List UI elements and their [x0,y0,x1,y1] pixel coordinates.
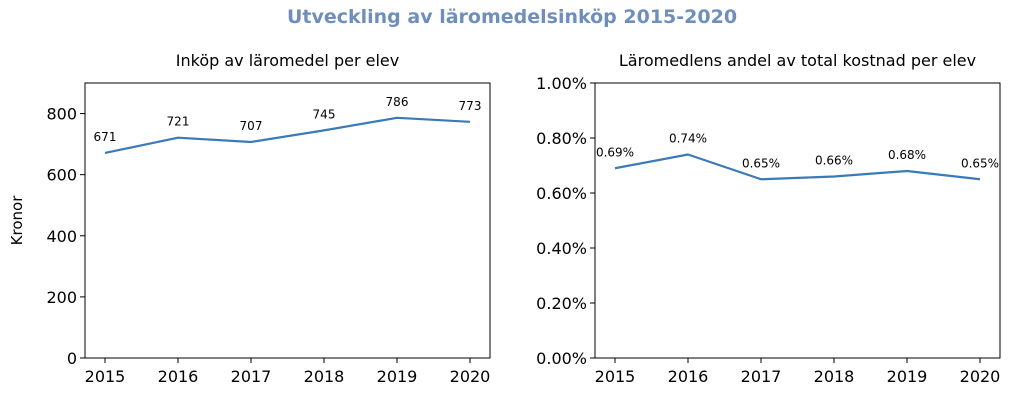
x-tick-label: 2016 [668,367,709,386]
data-label: 0.65% [742,156,780,170]
y-tick-label: 1.00% [536,74,587,93]
data-label: 745 [313,107,336,121]
series-line [104,116,471,155]
data-label: 773 [459,99,482,113]
y-tick-label: 0 [67,349,77,368]
plot-frame [84,82,491,359]
x-tick-label: 2020 [450,367,491,386]
y-tick-label: 200 [46,288,77,307]
y-tick-label: 0.20% [536,294,587,313]
x-tick-label: 2015 [595,367,636,386]
data-label: 0.65% [961,156,999,170]
chart-purchases-per-pupil: Inköp av läromedel per elev Kronor 0 200 400… [8,51,491,386]
chart-title: Läromedlens andel av total kostnad per e… [619,51,976,70]
data-label: 0.68% [888,148,926,162]
series-line [614,153,981,181]
x-tick-label: 2020 [960,367,1001,386]
x-tick-label: 2015 [85,367,126,386]
chart-title: Inköp av läromedel per elev [176,51,399,70]
x-tick-label: 2019 [887,367,928,386]
y-tick-label: 0.40% [536,239,587,258]
x-tick-label: 2019 [377,367,418,386]
page-title: Utveckling av läromedelsinköp 2015-2020 [286,6,738,28]
y-tick-label: 0.60% [536,184,587,203]
x-tick-label: 2017 [231,367,272,386]
y-tick-label: 600 [46,166,77,185]
x-tick-label: 2017 [741,367,782,386]
data-label: 721 [167,115,190,129]
chart-share-of-total-cost: Läromedlens andel av total kostnad per e… [536,51,1001,386]
data-label: 671 [94,130,117,144]
data-label: 786 [386,95,409,109]
data-label: 0.74% [669,132,707,146]
y-tick-label: 0.00% [536,349,587,368]
x-tick-label: 2018 [814,367,855,386]
x-tick-label: 2018 [304,367,345,386]
plot-frame [594,82,1001,359]
y-tick-label: 0.80% [536,129,587,148]
y-axis-label: Kronor [8,195,26,246]
y-tick-label: 800 [46,105,77,124]
y-tick-label: 400 [46,227,77,246]
data-label: 707 [240,119,263,133]
data-label: 0.69% [596,145,634,159]
data-label: 0.66% [815,154,853,168]
x-tick-label: 2016 [158,367,199,386]
